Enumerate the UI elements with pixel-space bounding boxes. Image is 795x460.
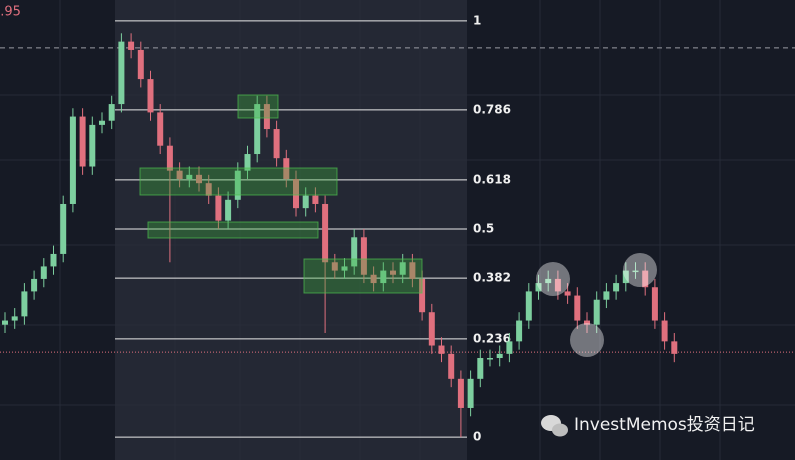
candle-body xyxy=(390,270,396,275)
candle-body xyxy=(215,195,222,221)
candle-body xyxy=(2,320,8,325)
candle-body xyxy=(477,358,484,379)
fib-label: 0.618 xyxy=(473,172,511,186)
candle-body xyxy=(118,41,125,105)
candle-body xyxy=(642,270,649,288)
candle-body xyxy=(661,320,668,342)
candle-body xyxy=(409,262,416,279)
pattern-circles xyxy=(536,253,657,357)
candle-body xyxy=(564,291,571,296)
marks: 1 0.786 0.618 0.5 0.382 0.236 0 xyxy=(0,13,795,444)
candle-body xyxy=(166,145,173,171)
candle-body xyxy=(302,195,309,209)
candle-body xyxy=(370,274,377,284)
candle-body xyxy=(234,170,241,200)
price-label: 3.95 xyxy=(0,5,21,20)
candle-body xyxy=(283,158,290,180)
candle-body xyxy=(263,104,270,130)
candle-body xyxy=(457,378,464,408)
candle-body xyxy=(60,203,67,254)
candle-body xyxy=(428,312,435,346)
zone xyxy=(139,167,338,196)
fib-region xyxy=(115,0,467,460)
candle-body xyxy=(535,283,542,292)
candle-body xyxy=(593,299,600,325)
candle-body xyxy=(438,345,445,354)
candle-body xyxy=(554,278,561,292)
candle-body xyxy=(128,41,135,50)
candle-body xyxy=(322,203,329,263)
candle-body xyxy=(574,295,581,321)
candle-body xyxy=(671,341,678,354)
fib-label: 1 xyxy=(473,13,481,27)
candle-body xyxy=(254,104,261,155)
candle-body xyxy=(79,116,86,167)
candle-body xyxy=(244,154,251,171)
candle-body xyxy=(351,237,358,267)
wechat-icon xyxy=(552,423,568,437)
candle-body xyxy=(21,291,28,317)
candle-body xyxy=(651,287,658,321)
candle-body xyxy=(157,112,164,146)
circle xyxy=(623,253,657,287)
watermark-text: InvestMemos投资日记 xyxy=(574,415,755,435)
candle-body xyxy=(399,262,406,275)
candle-body xyxy=(69,116,76,204)
candle-body xyxy=(205,183,212,196)
fib-label: 0.382 xyxy=(473,271,511,285)
candle-body xyxy=(622,270,629,284)
candle-body xyxy=(516,320,523,342)
candle-body xyxy=(467,378,474,408)
candle-body xyxy=(525,291,532,321)
candle-body xyxy=(89,124,96,167)
circle xyxy=(570,323,604,357)
candle-body xyxy=(496,353,503,359)
zone xyxy=(237,94,279,119)
candle-body xyxy=(613,283,620,292)
candle-body xyxy=(584,320,590,325)
zones xyxy=(139,94,423,294)
fib-label: 0 xyxy=(473,430,481,444)
candle-body xyxy=(186,174,193,180)
candle-body xyxy=(99,120,105,125)
fib-label: 0.236 xyxy=(473,331,511,345)
circle xyxy=(536,262,570,296)
candle-body xyxy=(40,266,47,279)
candle-body xyxy=(341,266,348,271)
fib-label: 0.786 xyxy=(473,102,511,116)
candle-body xyxy=(380,270,387,284)
candle-body xyxy=(331,262,338,271)
candle-body xyxy=(545,278,552,284)
candle-body xyxy=(419,278,426,313)
candle-body xyxy=(147,79,154,113)
candle-body xyxy=(11,316,18,321)
candle-body xyxy=(31,278,38,292)
candle-body xyxy=(225,199,232,221)
candle-body xyxy=(176,170,183,180)
candle-body xyxy=(50,253,57,267)
zone xyxy=(303,258,423,294)
candle-body xyxy=(448,353,455,379)
candle-body xyxy=(137,49,144,80)
candle-body xyxy=(273,129,280,159)
candle-body xyxy=(312,195,319,204)
candle-body xyxy=(506,341,513,354)
candle-body xyxy=(360,237,367,275)
zone xyxy=(147,221,319,239)
candle-body xyxy=(108,104,115,121)
candle-body xyxy=(487,358,493,360)
watermark: InvestMemos投资日记 xyxy=(541,415,755,437)
fib-label: 0.5 xyxy=(473,221,494,235)
candle-body xyxy=(603,291,610,300)
candle-body xyxy=(196,174,202,184)
candle-body xyxy=(632,270,639,273)
candle-body xyxy=(293,179,299,209)
